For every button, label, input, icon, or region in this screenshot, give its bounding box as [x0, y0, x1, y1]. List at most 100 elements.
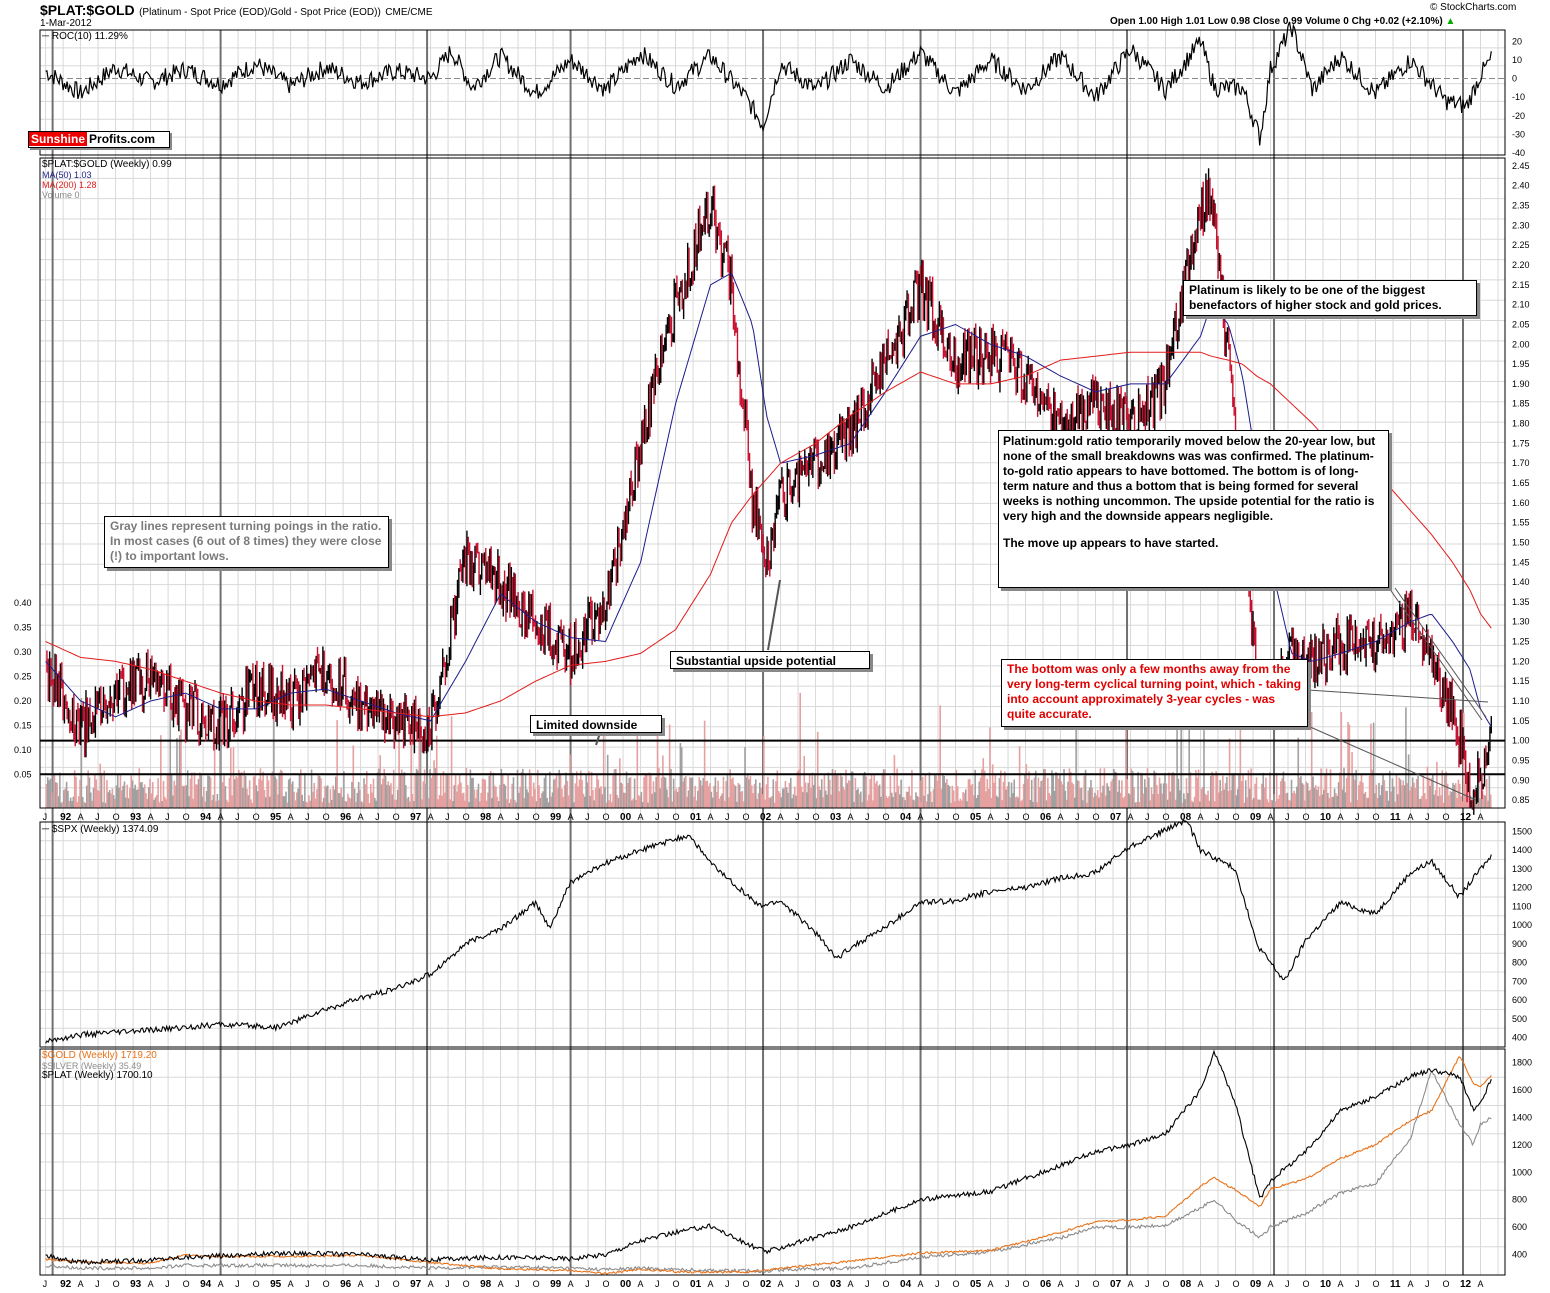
- ratio-x-tick: 95: [270, 812, 282, 823]
- volume-bar: [523, 797, 526, 808]
- volume-bar: [1452, 783, 1454, 808]
- volume-bar: [461, 793, 464, 808]
- volume-bar: [317, 774, 320, 808]
- volume-bar: [130, 775, 133, 808]
- ratio-x-tick: J: [43, 812, 48, 822]
- volume-bar: [732, 777, 734, 808]
- volume-bar: [1071, 782, 1073, 808]
- volume-bar: [1464, 784, 1466, 808]
- volume-bar: [1037, 777, 1040, 808]
- volume-bar: [850, 771, 853, 808]
- volume-bar: [923, 795, 925, 808]
- volume-bar: [305, 801, 307, 808]
- volume-bar: [761, 794, 764, 808]
- ratio-x-tick: O: [1093, 812, 1100, 822]
- volume-bar: [544, 773, 547, 808]
- volume-bar: [1209, 775, 1212, 808]
- volume-bar: [1347, 721, 1349, 808]
- bottom-x-tick: J: [795, 1279, 800, 1289]
- volume-bar: [1059, 774, 1061, 808]
- volume-bar: [172, 795, 174, 808]
- volume-bar: [1123, 796, 1126, 808]
- spx-legend: ─ $SPX (Weekly) 1374.09: [42, 824, 159, 835]
- volume-bar: [570, 779, 573, 808]
- volume-bar: [372, 778, 375, 808]
- volume-bar: [773, 802, 776, 808]
- volume-bar: [1017, 797, 1020, 808]
- volume-bar: [173, 780, 176, 808]
- ratio-right-tick: 1.80: [1512, 419, 1530, 429]
- volume-bar: [1419, 798, 1422, 808]
- volume-bar: [1001, 799, 1003, 808]
- volume-bar: [1262, 772, 1265, 808]
- volume-bar: [842, 786, 845, 808]
- volume-bar: [283, 796, 286, 808]
- volume-bar: [703, 720, 706, 808]
- cyclical-turning-arrow: [1307, 689, 1489, 703]
- volume-bar: [248, 780, 251, 808]
- volume-bar: [388, 785, 391, 808]
- volume-bar: [680, 747, 683, 808]
- volume-bar: [252, 776, 255, 808]
- volume-bar: [1356, 799, 1359, 808]
- volume-bar: [1434, 789, 1437, 808]
- volume-bar: [1173, 774, 1176, 808]
- ma50-line: [45, 273, 1492, 728]
- volume-bar: [232, 747, 235, 808]
- ratio-x-tick: O: [533, 812, 540, 822]
- volume-bar: [1448, 795, 1450, 808]
- ratio-x-tick: O: [393, 812, 400, 822]
- volume-bar: [1382, 773, 1384, 808]
- volume-bar: [1332, 796, 1335, 808]
- volume-bar: [888, 796, 890, 808]
- volume-bar: [643, 777, 645, 808]
- volume-bar: [396, 789, 399, 808]
- volume-bar: [394, 799, 396, 808]
- bottom-x-tick: 08: [1180, 1279, 1192, 1290]
- volume-bar: [1044, 769, 1046, 808]
- volume-bar: [196, 784, 198, 808]
- volume-bar: [901, 797, 904, 808]
- ratio-left-tick: 0.25: [14, 672, 32, 682]
- volume-bar: [683, 777, 686, 808]
- volume-bar: [1131, 771, 1134, 808]
- spx-tick-label: 1400: [1512, 845, 1532, 855]
- bottom-x-tick: J: [1425, 1279, 1430, 1289]
- volume-bar: [884, 769, 886, 808]
- volume-bar: [934, 773, 936, 808]
- volume-bar: [1425, 799, 1427, 808]
- volume-bar: [371, 792, 373, 808]
- volume-bar: [1293, 790, 1295, 808]
- volume-bar: [847, 780, 850, 808]
- volume-bar: [485, 800, 488, 808]
- volume-bar: [1220, 790, 1223, 808]
- volume-bar: [851, 771, 854, 808]
- volume-bar: [1242, 774, 1244, 808]
- move-up-text: The move up appears to have started.: [1003, 536, 1219, 550]
- volume-bar: [674, 790, 676, 808]
- volume-bar: [1467, 778, 1469, 808]
- volume-bar: [1415, 778, 1418, 808]
- volume-bar: [75, 776, 77, 808]
- volume-bar: [877, 786, 880, 808]
- metals-tick-label: 1000: [1512, 1167, 1532, 1177]
- bottom-x-tick: J: [655, 1279, 660, 1289]
- volume-bar: [889, 775, 892, 808]
- volume-bar: [1092, 797, 1095, 808]
- ratio-x-tick: O: [743, 812, 750, 822]
- volume-bar: [291, 781, 294, 808]
- volume-bar: [347, 793, 349, 808]
- volume-bar: [138, 768, 141, 808]
- volume-bar: [423, 769, 426, 808]
- volume-bar: [567, 795, 570, 808]
- volume-bar: [1098, 797, 1100, 808]
- volume-bar: [791, 798, 793, 808]
- volume-bar: [749, 776, 752, 808]
- volume-bar: [835, 775, 838, 808]
- ratio-x-tick: A: [638, 812, 644, 822]
- volume-bar: [1169, 791, 1172, 808]
- ratio-x-tick: O: [1443, 812, 1450, 822]
- volume-bar: [1119, 792, 1122, 808]
- volume-bar: [617, 797, 620, 808]
- volume-bar: [438, 794, 441, 808]
